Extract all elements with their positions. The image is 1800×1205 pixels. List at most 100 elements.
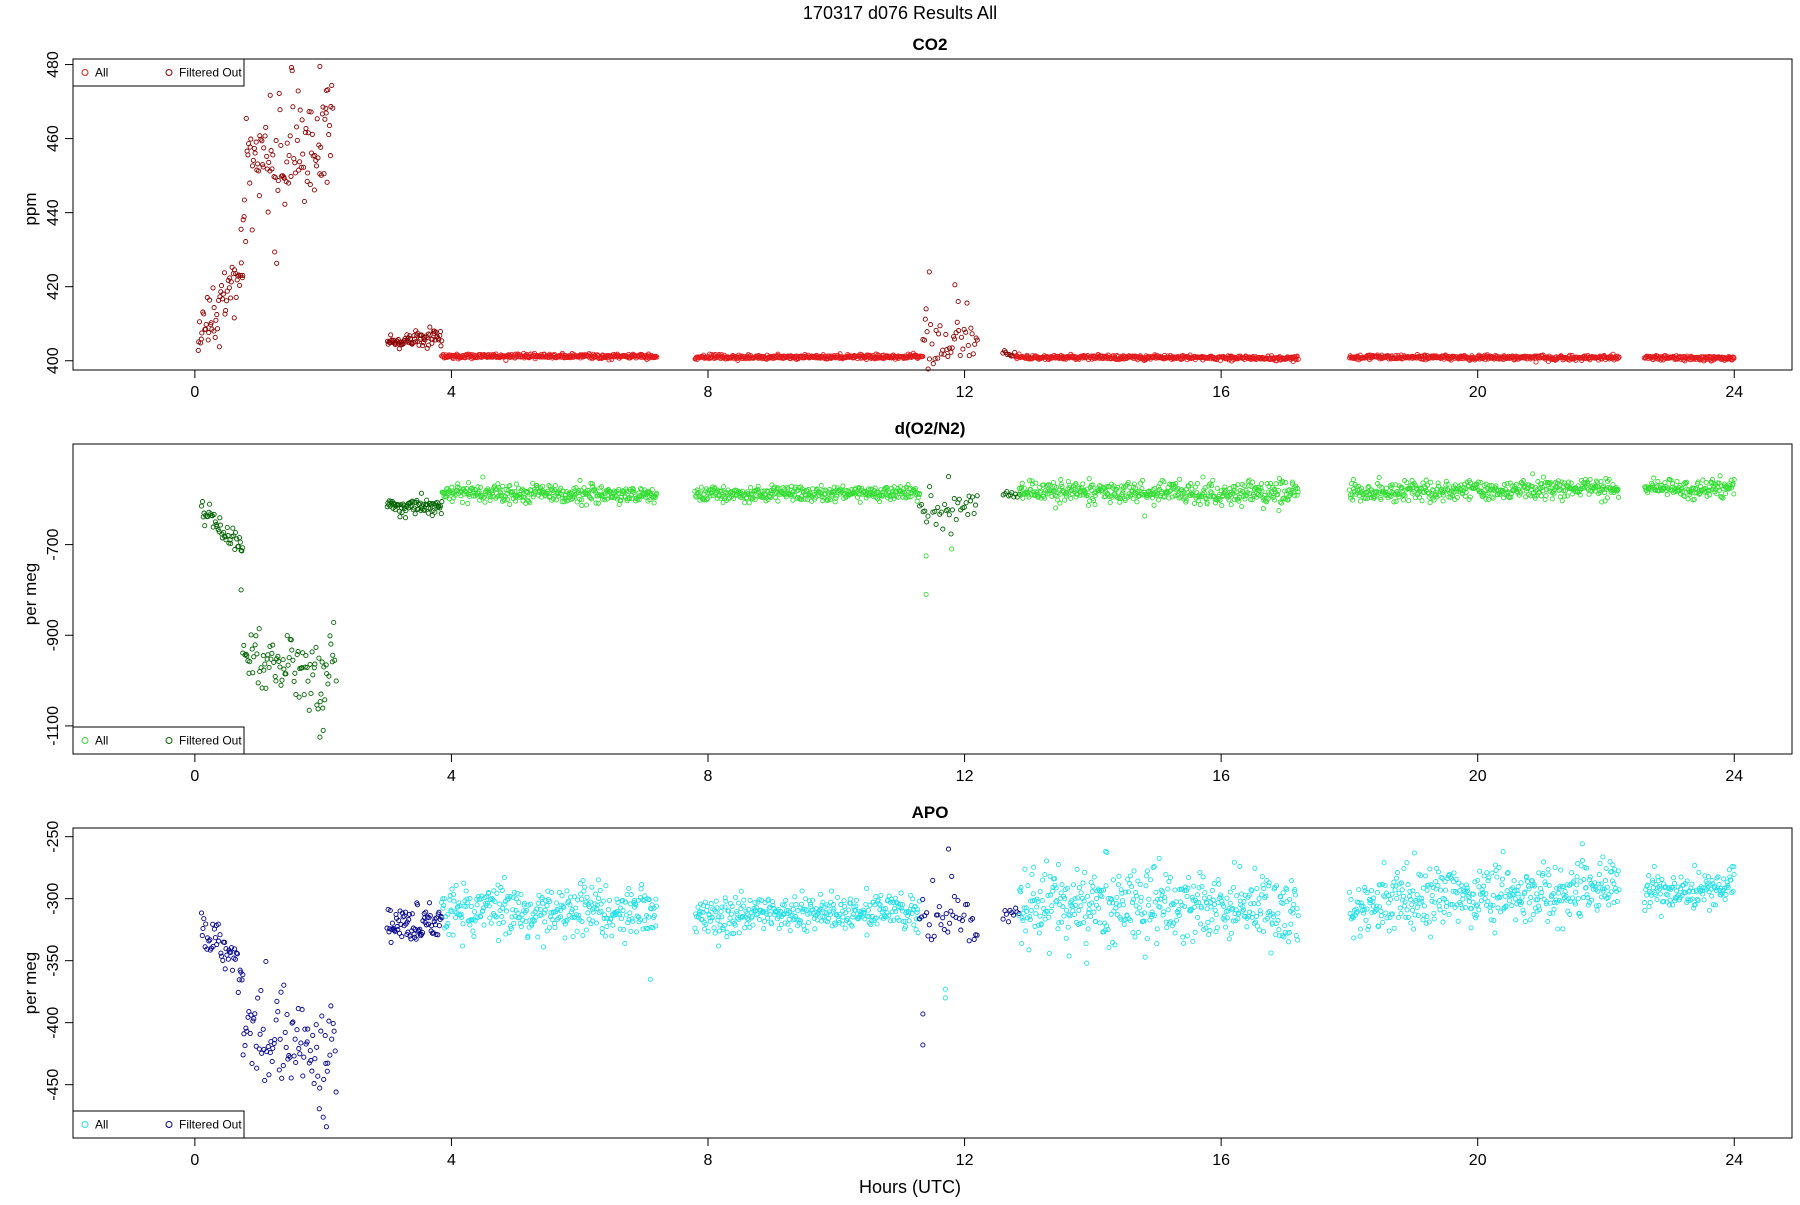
o2n2-points: [199, 472, 1736, 740]
apo-point-all: [848, 897, 852, 901]
co2-point-filtered: [200, 331, 204, 335]
apo-point-all: [472, 910, 476, 914]
apo-point-all: [706, 929, 710, 933]
o2n2-point-filtered: [218, 523, 222, 527]
apo-point-all: [835, 895, 839, 899]
o2n2-point-all: [1195, 481, 1199, 485]
co2-point-filtered: [244, 116, 248, 120]
o2n2-point-filtered: [332, 620, 336, 624]
apo-point-all: [893, 896, 897, 900]
co2-point-filtered: [327, 133, 331, 137]
apo-point-filtered: [410, 912, 414, 916]
apo-point-filtered: [264, 959, 268, 963]
o2n2-point-filtered: [941, 527, 945, 531]
apo-point-filtered: [320, 1014, 324, 1018]
o2n2-x-tick-label: 16: [1212, 768, 1230, 785]
apo-point-all: [854, 898, 858, 902]
apo-point-filtered: [213, 936, 217, 940]
apo-point-all: [725, 935, 729, 939]
apo-point-filtered: [297, 1047, 301, 1051]
co2-point-filtered: [941, 348, 945, 352]
o2n2-point-filtered: [256, 681, 260, 685]
apo-point-all: [543, 920, 547, 924]
apo-point-all: [912, 923, 916, 927]
apo-point-all: [464, 889, 468, 893]
apo-point-all: [447, 932, 451, 936]
apo-point-filtered: [301, 1074, 305, 1078]
apo-point-all: [748, 898, 752, 902]
apo-point-all: [640, 883, 644, 887]
o2n2-point-all: [721, 485, 725, 489]
apo-point-filtered: [327, 1019, 331, 1023]
o2n2-point-all: [1178, 477, 1182, 481]
o2n2-point-all: [1351, 478, 1355, 482]
co2-point-filtered: [298, 160, 302, 164]
co2-point-filtered: [953, 283, 957, 287]
o2n2-point-all: [1567, 480, 1571, 484]
o2n2-legend-label: All: [95, 734, 108, 748]
o2n2-point-all: [819, 484, 823, 488]
o2n2-point-filtered: [316, 707, 320, 711]
apo-point-filtered: [323, 1034, 327, 1038]
o2n2-point-filtered: [238, 540, 242, 544]
apo-point-all: [1030, 872, 1034, 876]
apo-point-all: [628, 911, 632, 915]
apo-point-filtered: [289, 1076, 293, 1080]
apo-point-all: [790, 903, 794, 907]
apo-point-all: [610, 934, 614, 938]
o2n2-point-all: [1261, 507, 1265, 511]
apo-point-filtered: [941, 916, 945, 920]
o2n2-point-filtered: [949, 532, 953, 536]
co2-point-filtered: [207, 331, 211, 335]
o2n2-legend-label: Filtered Out: [179, 734, 242, 748]
apo-point-all: [729, 912, 733, 916]
o2n2-point-filtered: [947, 513, 951, 517]
co2-point-filtered: [211, 286, 215, 290]
apo-point-filtered: [332, 1029, 336, 1033]
o2n2-point-filtered: [249, 633, 253, 637]
apo-point-filtered: [427, 901, 431, 905]
co2-point-filtered: [946, 354, 950, 358]
o2n2-point-filtered: [266, 653, 270, 657]
o2n2-point-all: [1686, 497, 1690, 501]
o2n2-point-all: [1020, 481, 1024, 485]
apo-point-filtered: [437, 924, 441, 928]
apo-point-all: [468, 896, 472, 900]
apo-point-filtered: [315, 1045, 319, 1049]
o2n2-point-filtered: [326, 682, 330, 686]
apo-point-all: [605, 925, 609, 929]
apo-plot-frame: [73, 828, 1792, 1138]
co2-point-filtered: [232, 316, 236, 320]
apo-point-all: [788, 929, 792, 933]
co2-point-filtered: [206, 338, 210, 342]
co2-point-filtered: [291, 105, 295, 109]
o2n2-point-filtered: [318, 735, 322, 739]
co2-point-filtered: [955, 320, 959, 324]
apo-point-all: [643, 894, 647, 898]
apo-point-filtered: [959, 928, 963, 932]
co2-point-filtered: [217, 345, 221, 349]
o2n2-point-filtered: [292, 679, 296, 683]
apo-point-all: [734, 895, 738, 899]
apo-point-filtered: [226, 957, 230, 961]
o2n2-point-all: [1407, 499, 1411, 503]
o2n2-x-tick-label: 20: [1469, 768, 1487, 785]
apo-point-all: [725, 930, 729, 934]
o2n2-point-filtered: [318, 700, 322, 704]
o2n2-point-all: [1054, 506, 1058, 510]
apo-point-all: [511, 921, 515, 925]
o2n2-point-filtered: [200, 500, 204, 504]
o2n2-point-all: [841, 484, 845, 488]
apo-point-all: [712, 926, 716, 930]
apo-point-all: [723, 905, 727, 909]
o2n2-point-filtered: [242, 643, 246, 647]
apo-point-filtered: [317, 1107, 321, 1111]
apo-point-all: [1031, 892, 1035, 896]
o2n2-point-filtered: [329, 642, 333, 646]
co2-point-filtered: [252, 146, 256, 150]
o2n2-y-tick-label: -900: [45, 619, 62, 651]
o2n2-point-all: [1215, 486, 1219, 490]
apo-point-all: [819, 919, 823, 923]
